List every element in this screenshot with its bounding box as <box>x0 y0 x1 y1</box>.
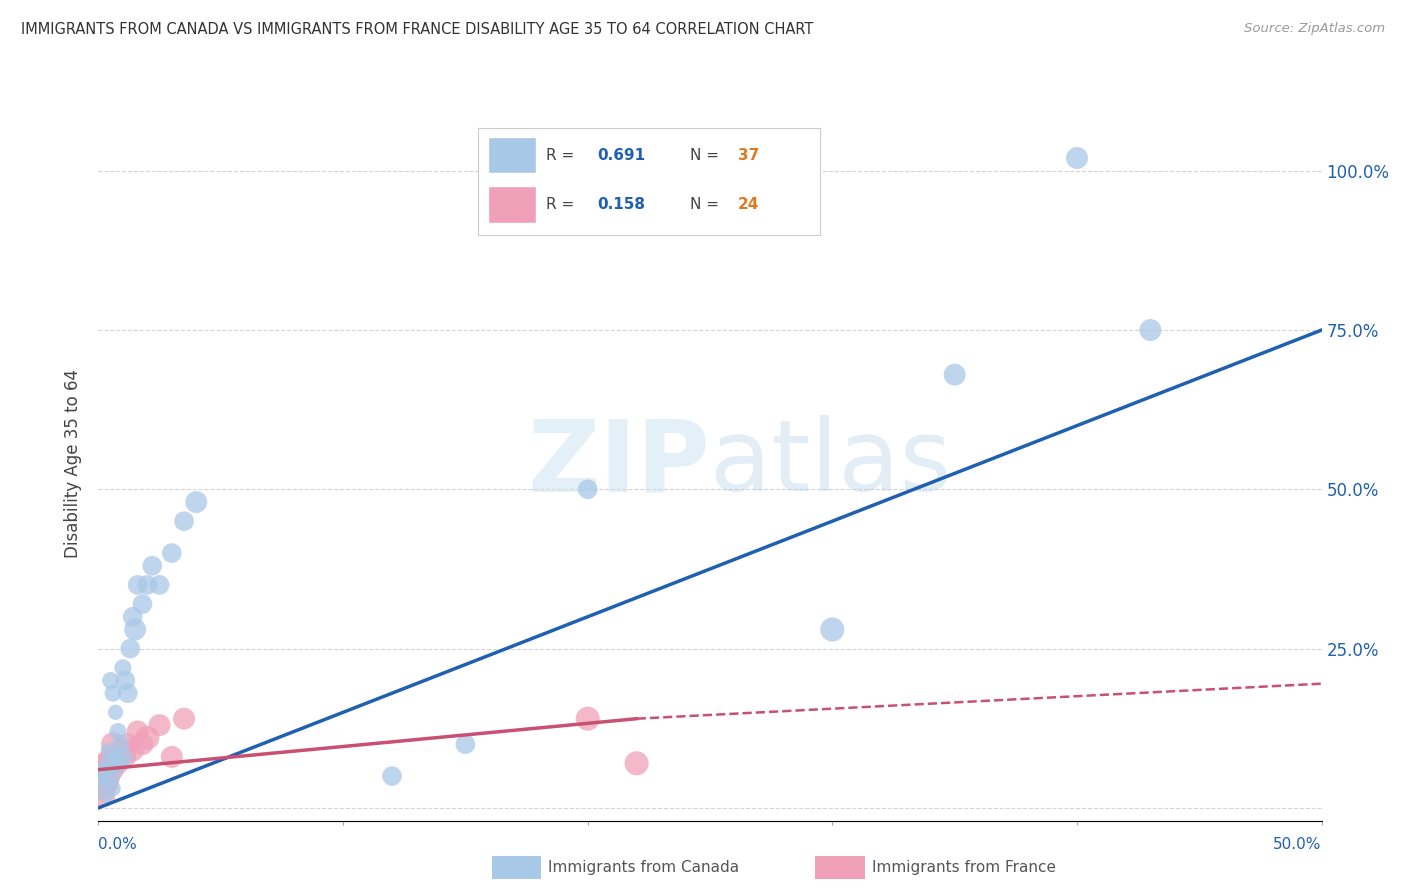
FancyBboxPatch shape <box>488 137 536 173</box>
Point <box>107 756 129 771</box>
Point <box>173 712 195 726</box>
Point <box>173 514 195 528</box>
Point <box>101 781 124 796</box>
Point <box>117 737 139 751</box>
Text: IMMIGRANTS FROM CANADA VS IMMIGRANTS FROM FRANCE DISABILITY AGE 35 TO 64 CORRELA: IMMIGRANTS FROM CANADA VS IMMIGRANTS FRO… <box>21 22 814 37</box>
Point <box>90 775 112 789</box>
Point <box>91 769 114 783</box>
Text: N =: N = <box>690 197 724 212</box>
Point <box>111 743 134 757</box>
Text: 37: 37 <box>738 148 759 162</box>
Text: 0.691: 0.691 <box>598 148 645 162</box>
Point <box>136 731 159 745</box>
Point <box>1139 323 1161 337</box>
Text: ZIP: ZIP <box>527 416 710 512</box>
Point <box>94 763 117 777</box>
Point <box>107 756 129 771</box>
Point <box>100 673 122 688</box>
Point <box>117 686 139 700</box>
Point <box>149 578 172 592</box>
Point <box>127 724 149 739</box>
Text: 24: 24 <box>738 197 759 212</box>
Point <box>124 623 146 637</box>
Point <box>121 743 143 757</box>
Text: 0.0%: 0.0% <box>98 837 138 852</box>
Point <box>90 769 112 783</box>
Point <box>111 661 134 675</box>
Point <box>91 788 114 802</box>
Point <box>160 750 183 764</box>
Point <box>136 578 159 592</box>
Y-axis label: Disability Age 35 to 64: Disability Age 35 to 64 <box>65 369 83 558</box>
Point <box>120 641 142 656</box>
Point <box>110 737 132 751</box>
Point <box>101 737 124 751</box>
FancyBboxPatch shape <box>488 186 536 223</box>
Point <box>90 763 112 777</box>
Point <box>454 737 477 751</box>
Point <box>576 712 599 726</box>
Point <box>110 750 132 764</box>
Point <box>626 756 648 771</box>
Text: Source: ZipAtlas.com: Source: ZipAtlas.com <box>1244 22 1385 36</box>
Point <box>121 609 143 624</box>
Point <box>160 546 183 560</box>
Point <box>104 750 127 764</box>
Text: 0.158: 0.158 <box>598 197 645 212</box>
Text: atlas: atlas <box>710 416 952 512</box>
Point <box>104 750 127 764</box>
Point <box>381 769 404 783</box>
Point <box>576 483 599 497</box>
Point <box>97 743 120 757</box>
Point <box>97 756 120 771</box>
Point <box>107 724 129 739</box>
Text: N =: N = <box>690 148 724 162</box>
Point <box>100 750 122 764</box>
Point <box>101 686 124 700</box>
Text: 50.0%: 50.0% <box>1274 837 1322 852</box>
Point <box>943 368 966 382</box>
Point <box>186 495 208 509</box>
Point <box>1066 151 1088 165</box>
Text: Immigrants from France: Immigrants from France <box>872 861 1056 875</box>
Point <box>141 558 163 573</box>
Point <box>97 775 120 789</box>
Point <box>111 750 134 764</box>
Point <box>821 623 844 637</box>
Point <box>114 673 136 688</box>
Point <box>100 769 122 783</box>
Text: R =: R = <box>546 197 579 212</box>
Point <box>114 750 136 764</box>
Point <box>127 578 149 592</box>
Point <box>91 775 114 789</box>
Text: Immigrants from Canada: Immigrants from Canada <box>548 861 740 875</box>
Point <box>149 718 172 732</box>
Point <box>101 763 124 777</box>
Point <box>131 597 153 611</box>
Point <box>94 788 117 802</box>
Point <box>94 756 117 771</box>
Text: R =: R = <box>546 148 579 162</box>
Point <box>131 737 153 751</box>
Point <box>104 706 127 720</box>
